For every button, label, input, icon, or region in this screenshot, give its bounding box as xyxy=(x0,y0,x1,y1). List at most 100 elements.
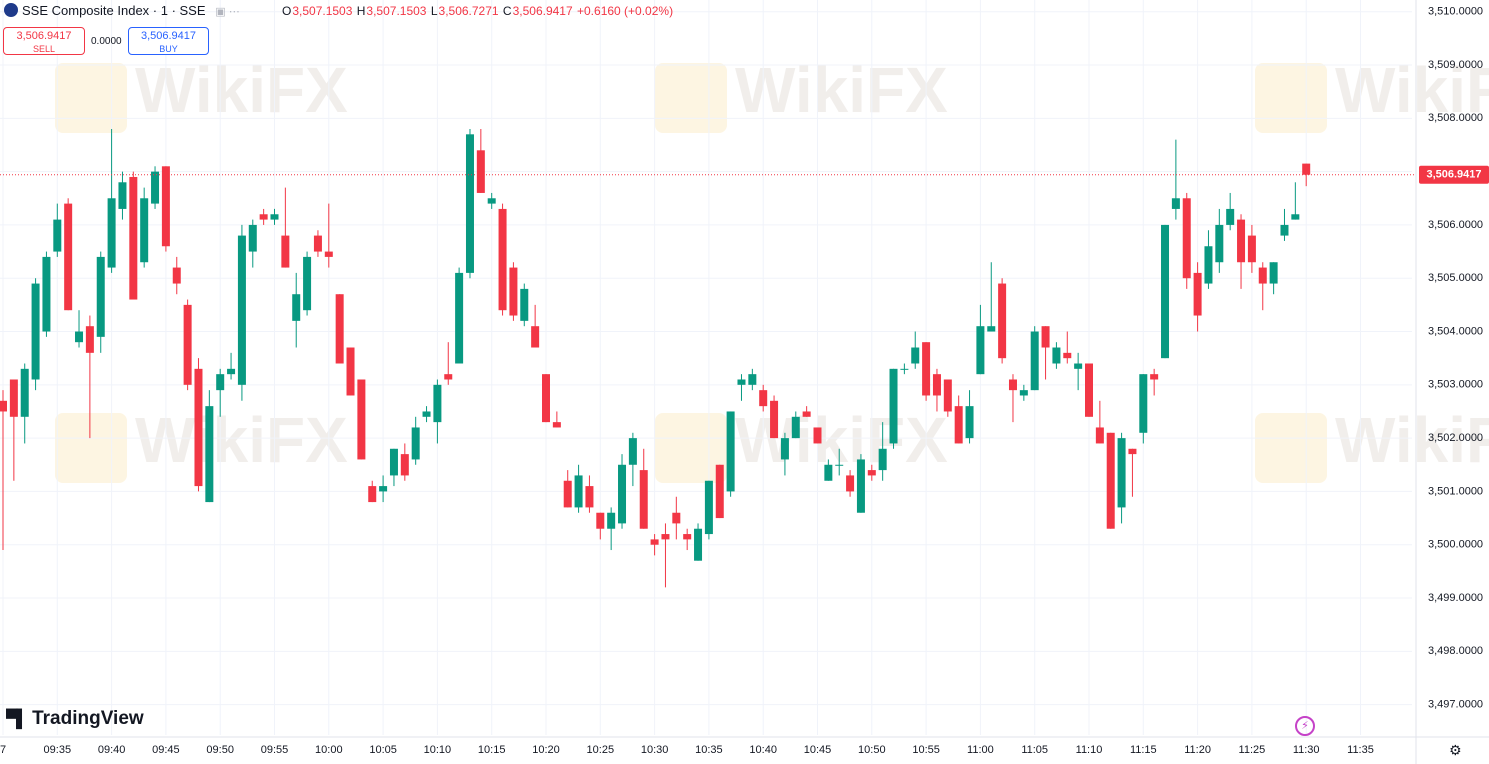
candle-body xyxy=(672,512,681,524)
candle-body xyxy=(194,368,203,487)
ohlc-key: O xyxy=(282,4,292,18)
x-tick-label: 10:55 xyxy=(912,744,940,756)
candle-body xyxy=(1085,363,1093,417)
candle-body xyxy=(846,475,855,492)
candle-body xyxy=(1226,208,1235,225)
buy-label: BUY xyxy=(159,44,178,54)
candle-body xyxy=(932,374,941,396)
ohlc-value: 3,506.7271 xyxy=(438,4,499,18)
candle-body xyxy=(802,411,811,417)
candle-body xyxy=(455,272,464,364)
candle-body xyxy=(118,182,127,209)
sell-button[interactable]: 3,506.9417 SELL xyxy=(3,27,85,55)
x-tick-label: 10:25 xyxy=(587,744,615,756)
candle-body xyxy=(1215,224,1224,263)
y-tick-label: 3,510.0000 xyxy=(1428,6,1483,18)
candle-body xyxy=(987,326,996,332)
watermark-logo xyxy=(55,63,127,133)
candle-body xyxy=(639,470,648,529)
watermark-logo xyxy=(655,63,727,133)
candle-body xyxy=(303,256,312,311)
candle-body xyxy=(1030,331,1039,391)
candle-body xyxy=(1193,272,1202,316)
sell-price: 3,506.9417 xyxy=(16,30,72,42)
candle-body xyxy=(1302,163,1311,175)
candle-body xyxy=(9,379,18,417)
ohlc-key: H xyxy=(356,4,366,18)
candle-body xyxy=(129,176,138,300)
candle-body xyxy=(379,486,388,492)
candle-body xyxy=(574,475,583,508)
candle-body xyxy=(1291,214,1300,220)
candle-body xyxy=(780,438,789,460)
candle-body xyxy=(281,235,290,268)
candle-body xyxy=(140,198,149,263)
candle-body xyxy=(520,288,529,321)
candle-body xyxy=(1182,198,1191,279)
watermark: WikiFX xyxy=(135,404,348,476)
candle-body xyxy=(954,406,963,444)
candle-body xyxy=(172,267,181,284)
candle-body xyxy=(856,459,865,513)
x-tick-label: 10:30 xyxy=(641,744,669,756)
candle-body xyxy=(107,198,116,268)
candle-body xyxy=(1139,374,1148,433)
candle-body xyxy=(552,422,561,428)
x-tick-label: 10:50 xyxy=(858,744,886,756)
watermark-logo xyxy=(1255,63,1327,133)
candle-body xyxy=(346,347,355,396)
candle-body xyxy=(96,256,105,337)
candle-body xyxy=(1008,379,1017,391)
candle-body xyxy=(411,427,420,460)
symbol-icon xyxy=(4,3,18,17)
x-tick-label: 09:45 xyxy=(152,744,180,756)
ohlc-value: 3,507.1503 xyxy=(366,4,427,18)
symbol-menu[interactable]: ▣ ⋯ xyxy=(209,6,240,18)
y-tick-label: 3,505.0000 xyxy=(1428,272,1483,284)
candle-body xyxy=(42,256,51,332)
y-tick-label: 3,500.0000 xyxy=(1428,539,1483,551)
replay-icon[interactable]: ⚡ xyxy=(1295,716,1315,736)
candle-body xyxy=(1258,267,1267,284)
candle-body xyxy=(20,368,29,417)
candle-body xyxy=(661,534,670,540)
x-tick-label: 11:25 xyxy=(1239,744,1266,756)
symbol[interactable]: SSE Composite Index · 1 · SSE xyxy=(22,3,206,18)
candle-body xyxy=(487,198,496,204)
candle-body xyxy=(509,267,518,316)
brand-logo[interactable]: ▀▌ TradingView xyxy=(6,708,144,730)
change: +0.6160 (+0.02%) xyxy=(577,4,674,18)
buy-button[interactable]: 3,506.9417 BUY xyxy=(128,27,209,55)
candle-body xyxy=(1150,374,1159,380)
candle-body xyxy=(1269,262,1278,284)
candle-body xyxy=(498,208,507,311)
x-tick-label: 10:00 xyxy=(315,744,343,756)
x-tick-label: 09:50 xyxy=(206,744,234,756)
x-tick-label: 11:05 xyxy=(1021,744,1048,756)
candle-body xyxy=(628,438,637,465)
candle-body xyxy=(237,235,246,385)
candle-body xyxy=(324,251,333,257)
candle-body xyxy=(1161,224,1170,359)
x-tick-label: 09:55 xyxy=(261,744,289,756)
candle-body xyxy=(878,448,887,471)
candle-body xyxy=(965,406,974,439)
candle-body xyxy=(400,454,409,476)
candle-body xyxy=(1247,235,1256,263)
x-tick-label: 09:40 xyxy=(98,744,126,756)
x-tick-label: 10:20 xyxy=(532,744,560,756)
candle-body xyxy=(75,331,84,343)
candle-body xyxy=(748,374,757,385)
candle-body xyxy=(335,294,344,364)
settings-icon[interactable]: ⚙ xyxy=(1449,742,1462,758)
candle-body xyxy=(715,464,724,519)
candle-body xyxy=(368,486,377,503)
candle-body xyxy=(1095,427,1104,444)
candle-body xyxy=(422,411,431,417)
candle-body xyxy=(911,347,920,364)
x-tick-label: 11:30 xyxy=(1293,744,1320,756)
candle-body xyxy=(759,390,768,407)
x-tick-label: 7 xyxy=(0,744,6,756)
candle-body xyxy=(64,203,73,311)
